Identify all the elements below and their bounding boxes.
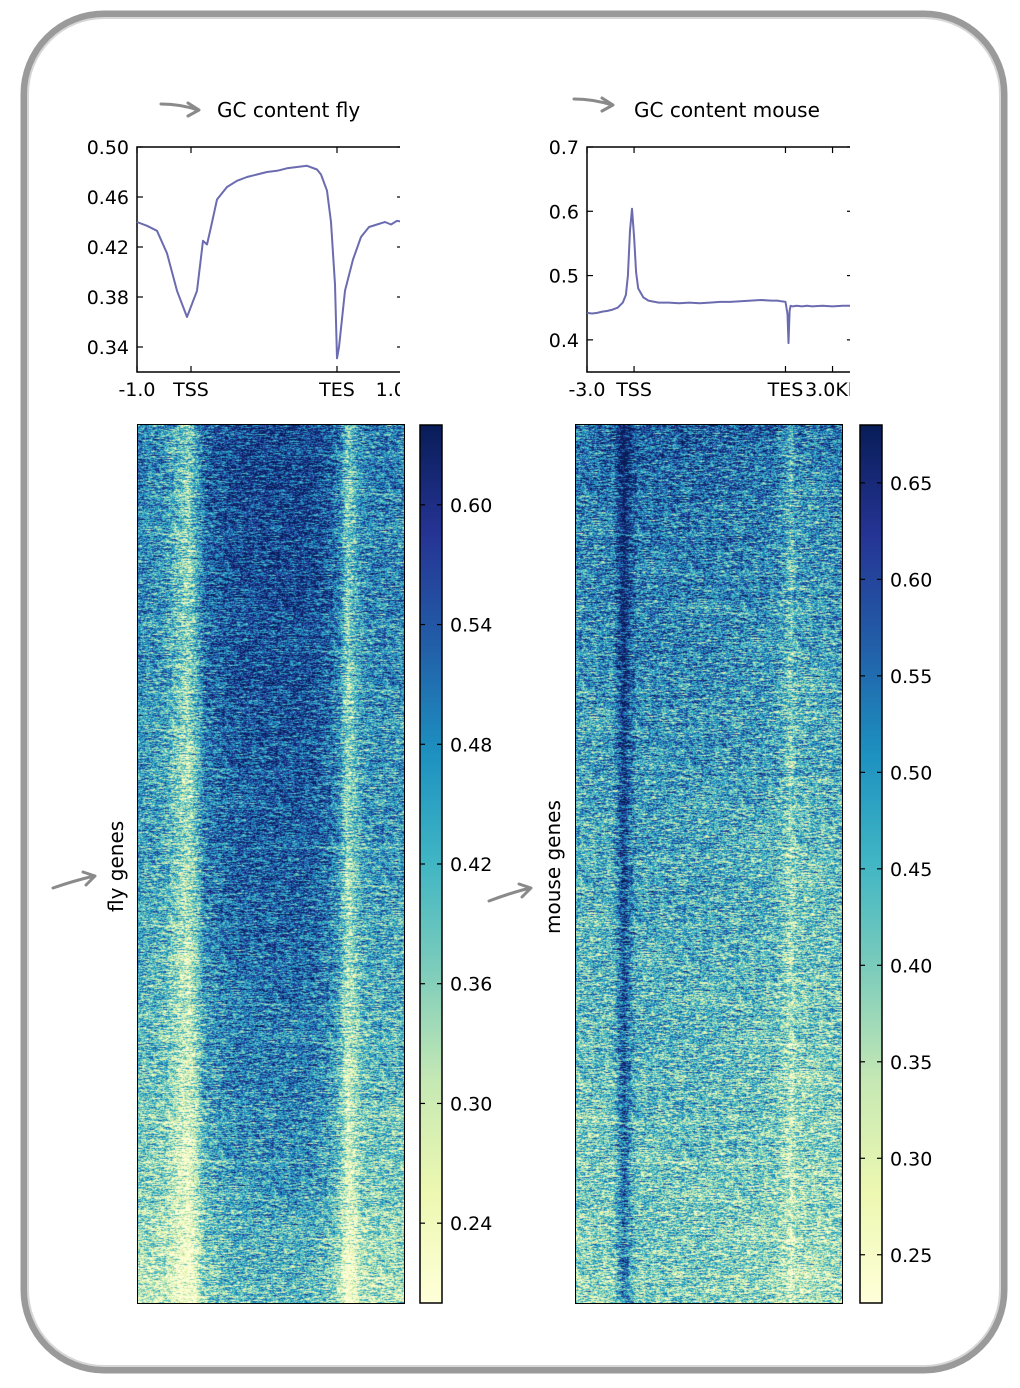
fly-ytick-label: 0.38 bbox=[87, 287, 129, 309]
mouse-gc-line bbox=[586, 207, 850, 345]
fly-genes-heatmap bbox=[137, 424, 405, 1304]
mouse-cbar-label: 0.35 bbox=[890, 1052, 932, 1074]
mouse-cbar-label: 0.25 bbox=[890, 1245, 932, 1267]
mouse-cbar-label: 0.30 bbox=[890, 1148, 932, 1170]
mouse-ytick-label: 0.5 bbox=[549, 266, 579, 288]
mouse-colorbar-gradient bbox=[859, 424, 883, 1304]
mouse-cbar-label: 0.65 bbox=[890, 473, 932, 495]
mouse-cbar-label: 0.40 bbox=[890, 955, 932, 977]
fly-cbar-label: 0.30 bbox=[450, 1093, 492, 1115]
fly-xtick-label: -1.0 bbox=[118, 379, 155, 400]
fly-gc-line bbox=[136, 164, 400, 360]
mouse-profile-title: GC content mouse bbox=[634, 98, 820, 122]
fly-cbar-label: 0.24 bbox=[450, 1213, 492, 1235]
mouse-ytick-label: 0.7 bbox=[549, 137, 579, 159]
fly-xtick-label: 1.0Kb bbox=[376, 379, 400, 400]
fly-ytick-label: 0.34 bbox=[87, 337, 129, 359]
mouse-cbar-label: 0.50 bbox=[890, 762, 932, 784]
fly-ytick-label: 0.42 bbox=[87, 237, 129, 259]
fly-xtick-label: TES bbox=[318, 379, 355, 400]
mouse-colorbar: 0.65 0.60 0.55 0.50 0.45 0.40 0.35 0.30 0.25 bbox=[859, 424, 932, 1304]
mouse-xtick-label: TES bbox=[767, 379, 804, 400]
mouse-cbar-label: 0.55 bbox=[890, 666, 932, 688]
fly-cbar-label: 0.60 bbox=[450, 495, 492, 517]
mouse-plot-area bbox=[586, 146, 850, 373]
fly-plot-area bbox=[136, 146, 400, 373]
mouse-xtick-label: TSS bbox=[615, 379, 652, 400]
mouse-heatmap-ylabel: mouse genes bbox=[541, 800, 565, 934]
fly-cbar-label: 0.42 bbox=[450, 854, 492, 876]
fly-ytick-label: 0.50 bbox=[87, 137, 129, 159]
mouse-xtick-label: -3.0 bbox=[568, 379, 605, 400]
fly-cbar-label: 0.54 bbox=[450, 615, 492, 637]
mouse-genes-heatmap bbox=[575, 424, 843, 1304]
fly-colorbar: 0.60 0.54 0.48 0.42 0.36 0.30 0.24 bbox=[419, 424, 492, 1304]
mouse-ytick-label: 0.4 bbox=[549, 330, 579, 352]
fly-cbar-label: 0.36 bbox=[450, 974, 492, 996]
mouse-cbar-label: 0.60 bbox=[890, 569, 932, 591]
fly-cbar-label: 0.48 bbox=[450, 734, 492, 756]
fly-ytick-label: 0.46 bbox=[87, 187, 129, 209]
fly-profile-title: GC content fly bbox=[217, 98, 361, 122]
mouse-cbar-label: 0.45 bbox=[890, 859, 932, 881]
fly-xtick-label: TSS bbox=[172, 379, 209, 400]
mouse-ytick-label: 0.6 bbox=[549, 201, 579, 223]
fly-heatmap-ylabel: fly genes bbox=[104, 820, 128, 912]
fly-gc-profile-plot: 0.50 0.46 0.42 0.38 0.34 -1.0 TSS TES 1.0Kb bbox=[87, 137, 400, 400]
mouse-xtick-label: 3.0Kb bbox=[805, 379, 850, 400]
